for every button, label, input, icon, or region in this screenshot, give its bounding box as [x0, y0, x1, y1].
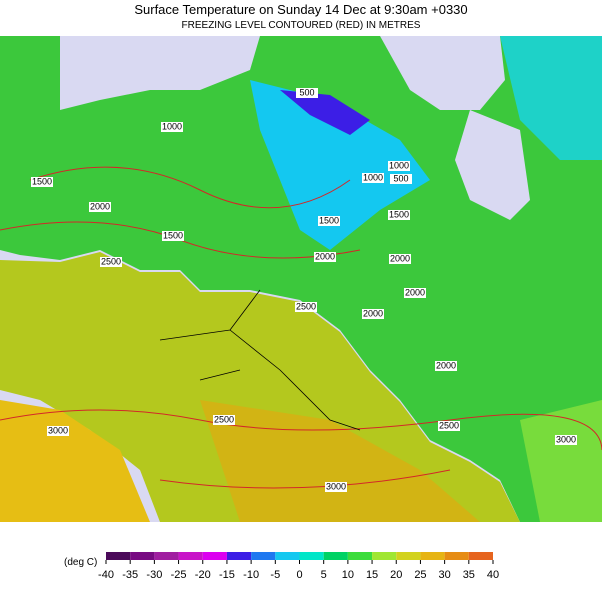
legend-tick-label: 0 — [296, 569, 302, 581]
land-north — [0, 36, 602, 522]
legend-tick-label: 5 — [321, 569, 327, 581]
contour-label: 2000 — [436, 360, 456, 370]
contour-label: 2000 — [390, 253, 410, 263]
legend-tick-label: 25 — [414, 569, 426, 581]
legend-tick-label: 35 — [463, 569, 475, 581]
contour-label: 2500 — [214, 414, 234, 424]
contour-label: 2000 — [315, 251, 335, 261]
legend-swatch — [444, 552, 469, 560]
contour-label-bg — [362, 173, 384, 183]
mountains — [250, 80, 430, 250]
legend-tick-label: -5 — [270, 569, 280, 581]
contour-label-bg — [390, 174, 412, 184]
contour-label-bg — [325, 482, 347, 492]
land-northeast — [500, 36, 602, 160]
contour-label: 1500 — [319, 215, 339, 225]
legend-swatch — [468, 552, 493, 560]
contour-label: 2000 — [90, 201, 110, 211]
contour-label-bg — [388, 210, 410, 220]
contour-label: 2500 — [101, 256, 121, 266]
legend-swatch — [323, 552, 348, 560]
legend-swatch — [251, 552, 276, 560]
contour-label: 3000 — [326, 481, 346, 491]
contour-label-bg — [100, 257, 122, 267]
contour-label-bg — [47, 426, 69, 436]
contour-label-bg — [388, 161, 410, 171]
contour-label-bg — [555, 435, 577, 445]
caucasus — [280, 90, 370, 135]
map — [0, 36, 602, 522]
contour-label: 2000 — [405, 287, 425, 297]
legend-swatch — [372, 552, 397, 560]
caspian-south — [455, 110, 530, 220]
legend-tick-label: 15 — [366, 569, 378, 581]
contour-label-bg — [314, 252, 336, 262]
border — [159, 289, 361, 431]
contour-label-bg — [389, 254, 411, 264]
legend-swatch — [275, 552, 300, 560]
contour — [29, 166, 351, 209]
contour-label: 3000 — [556, 434, 576, 444]
legend-swatch — [347, 552, 373, 560]
contour-label-bg — [296, 88, 318, 98]
contour-label-bg — [295, 302, 317, 312]
contour-label: 1500 — [163, 230, 183, 240]
legend-swatch — [130, 552, 155, 560]
contour-label: 500 — [393, 173, 408, 183]
contour-label-bg — [89, 202, 111, 212]
legend-tick-label: -35 — [122, 569, 138, 581]
legend-swatch — [226, 552, 252, 560]
contour-label-bg — [435, 361, 457, 371]
contour-label-bg — [31, 177, 53, 187]
black-sea — [60, 36, 260, 110]
legend-tick-label: -25 — [171, 569, 187, 581]
legend-unit: (deg C) — [64, 557, 97, 568]
contour-label-bg — [404, 288, 426, 298]
contour-label: 2500 — [296, 301, 316, 311]
contour-label: 1000 — [363, 172, 383, 182]
legend-swatch — [178, 552, 203, 560]
contour — [159, 469, 451, 489]
map-subtitle: FREEZING LEVEL CONTOURED (RED) IN METRES — [182, 20, 421, 31]
legend-tick-label: -40 — [98, 569, 114, 581]
caspian-north — [380, 36, 505, 110]
legend-swatch — [420, 552, 445, 560]
legend-tick-label: -20 — [195, 569, 211, 581]
contour-labels: 500 1000 1000 1000 500 1500 1500 2000 1500 1500 25… — [31, 87, 577, 492]
legend-swatch — [106, 552, 131, 560]
contour-label: 500 — [299, 87, 314, 97]
contour-label: 1000 — [389, 160, 409, 170]
contour-label-bg — [161, 122, 183, 132]
contour-label-bg — [318, 216, 340, 226]
contour-label: 1500 — [32, 176, 52, 186]
legend-swatch — [299, 552, 324, 560]
contour-label: 3000 — [48, 425, 68, 435]
contour-label-bg — [162, 231, 184, 241]
legend-swatch — [396, 552, 421, 560]
contour-label-bg — [438, 421, 460, 431]
land-southeast — [520, 400, 602, 522]
legend-tick-label: -30 — [146, 569, 162, 581]
contour-label: 2000 — [363, 308, 383, 318]
contour — [0, 409, 602, 451]
legend-tick-label: 40 — [487, 569, 499, 581]
contour-label: 2500 — [439, 420, 459, 430]
contour-label-bg — [213, 415, 235, 425]
land-arabia — [200, 400, 480, 522]
legend-tick-label: 20 — [390, 569, 402, 581]
map-title: Surface Temperature on Sunday 14 Dec at … — [134, 2, 467, 17]
legend-tick-label: 10 — [342, 569, 354, 581]
legend-swatch — [202, 552, 227, 560]
legend-tick-label: -15 — [219, 569, 235, 581]
contour-label-bg — [362, 309, 384, 319]
contour-label: 1000 — [162, 121, 182, 131]
legend: -40 -35 -30 -25 -20 -15 -10 -5 0 5 10 15 20 25 30 35 40 — [98, 552, 499, 581]
legend-swatch — [154, 552, 179, 560]
contour-label: 1500 — [389, 209, 409, 219]
land-egypt — [0, 400, 150, 522]
legend-tick-label: 30 — [439, 569, 451, 581]
legend-tick-label: -10 — [243, 569, 259, 581]
